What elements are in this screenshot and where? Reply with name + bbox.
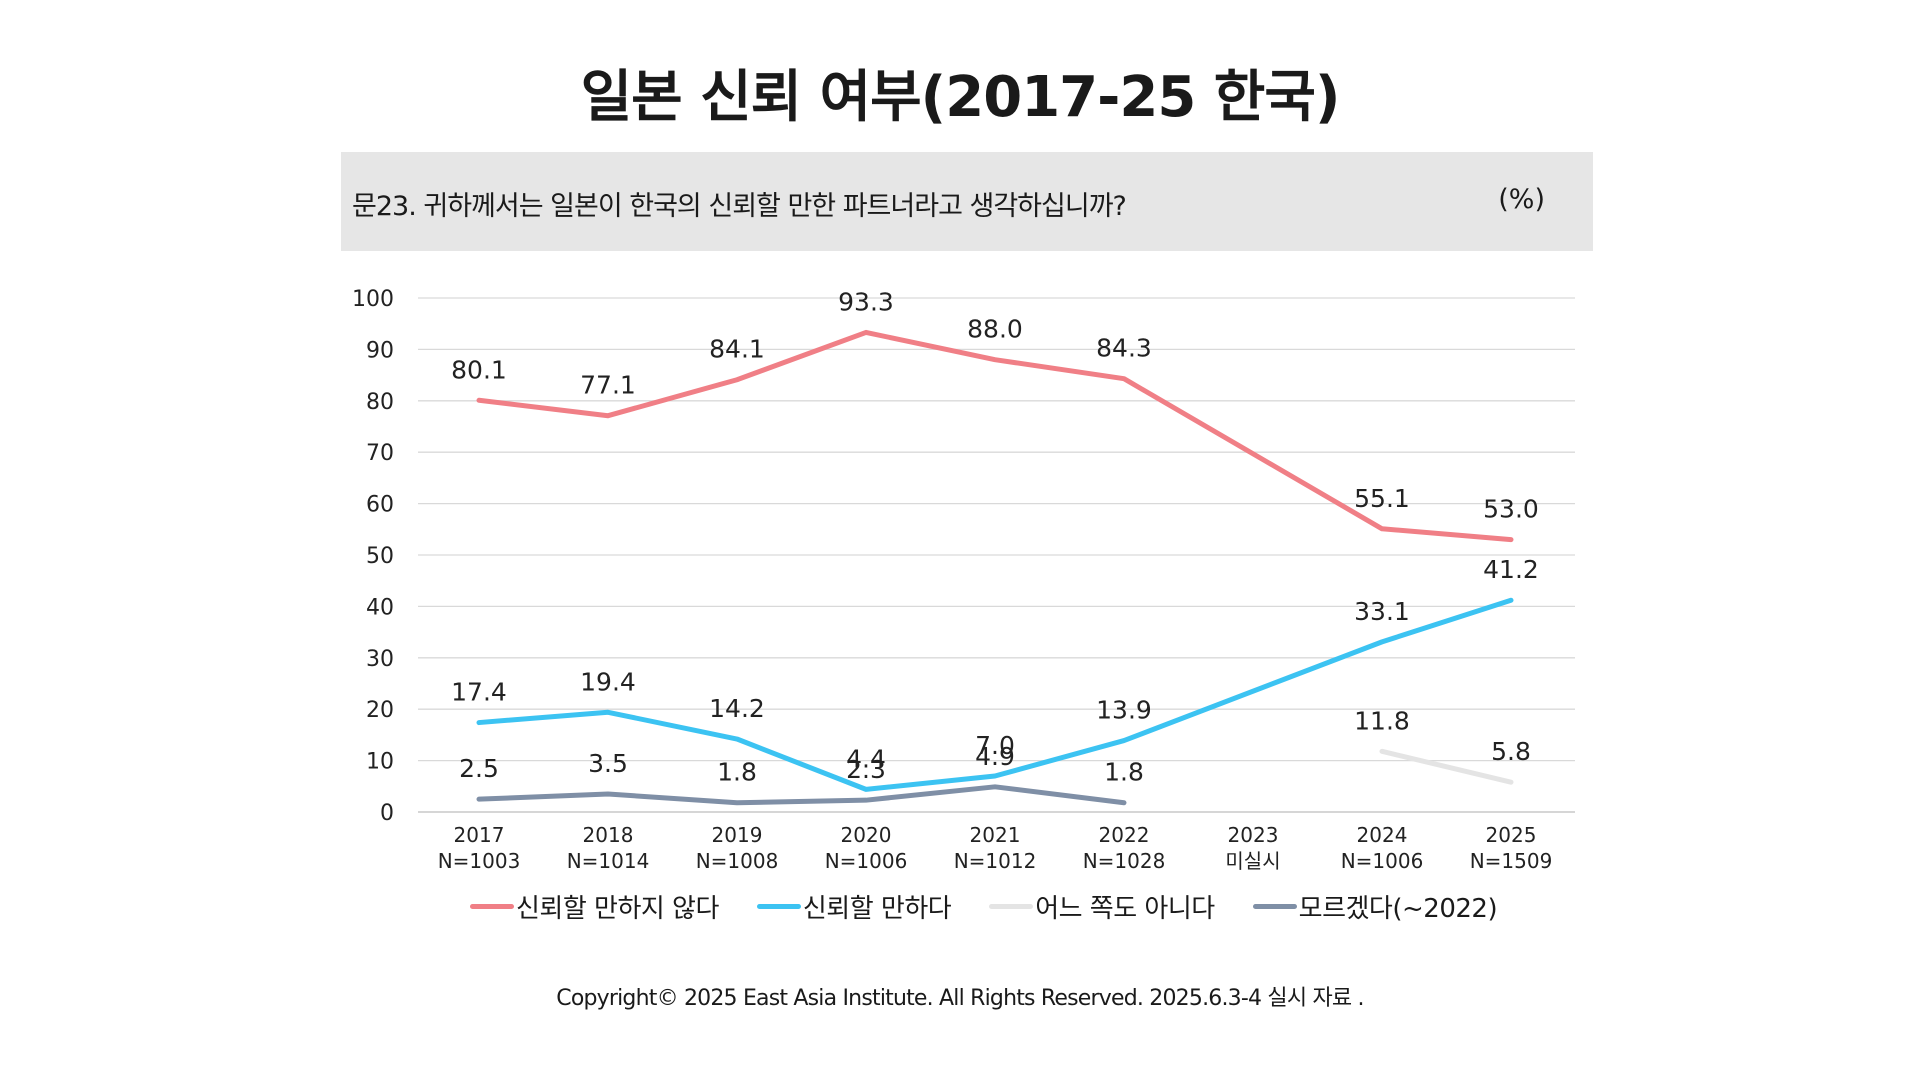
x-tick-sublabel: N=1014 bbox=[567, 849, 650, 873]
data-label: 53.0 bbox=[1483, 495, 1539, 524]
x-tick-sublabel: 미실시 bbox=[1225, 849, 1280, 873]
data-label: 11.8 bbox=[1354, 706, 1410, 735]
x-tick-label: 2017 bbox=[454, 823, 505, 847]
data-label: 80.1 bbox=[451, 355, 507, 384]
x-tick-sublabel: N=1008 bbox=[696, 849, 779, 873]
data-label: 93.3 bbox=[838, 287, 894, 316]
copyright-footer: Copyright© 2025 East Asia Institute. All… bbox=[556, 986, 1364, 1011]
y-tick-label: 80 bbox=[366, 390, 394, 415]
data-label: 19.4 bbox=[580, 667, 636, 696]
question-text: 문23. 귀하께서는 일본이 한국의 신뢰할 만한 파트너라고 생각하십니까? bbox=[352, 191, 1127, 222]
data-label: 7.0 bbox=[975, 731, 1015, 760]
series-line-1 bbox=[476, 597, 1514, 792]
x-tick-sublabel: N=1006 bbox=[825, 849, 908, 873]
y-tick-label: 70 bbox=[366, 441, 394, 466]
data-label: 55.1 bbox=[1354, 484, 1410, 513]
x-tick-label: 2023 bbox=[1228, 823, 1279, 847]
y-tick-label: 20 bbox=[366, 698, 394, 723]
legend-item: 신뢰할 만하다 bbox=[756, 888, 952, 925]
data-label: 41.2 bbox=[1483, 555, 1539, 584]
x-tick-sublabel: N=1509 bbox=[1470, 849, 1553, 873]
y-tick-label: 60 bbox=[366, 493, 394, 518]
x-tick-label: 2022 bbox=[1099, 823, 1150, 847]
x-tick-label: 2024 bbox=[1357, 823, 1408, 847]
legend-item: 모르겠다(~2022) bbox=[1252, 888, 1498, 925]
data-label: 33.1 bbox=[1354, 597, 1410, 626]
data-label: 13.9 bbox=[1096, 696, 1152, 725]
y-tick-label: 30 bbox=[366, 647, 394, 672]
data-label: 1.8 bbox=[717, 758, 757, 787]
chart-title: 일본 신뢰 여부(2017-25 한국) bbox=[580, 65, 1341, 130]
data-label: 2.3 bbox=[846, 755, 886, 784]
y-tick-label: 90 bbox=[366, 338, 394, 363]
data-label: 14.2 bbox=[709, 694, 765, 723]
legend-label: 신뢰할 만하지 않다 bbox=[516, 893, 719, 924]
data-label: 2.5 bbox=[459, 754, 499, 783]
legend-swatch bbox=[1252, 903, 1297, 909]
question-box: 문23. 귀하께서는 일본이 한국의 신뢰할 만한 파트너라고 생각하십니까? … bbox=[341, 152, 1593, 251]
x-tick-sublabel: N=1012 bbox=[954, 849, 1037, 873]
x-tick-sublabel: N=1006 bbox=[1341, 849, 1424, 873]
legend-label: 모르겠다(~2022) bbox=[1298, 893, 1498, 924]
y-tick-label: 10 bbox=[366, 750, 394, 775]
data-label: 5.8 bbox=[1491, 737, 1531, 766]
y-tick-label: 40 bbox=[366, 595, 394, 620]
data-label: 17.4 bbox=[451, 678, 507, 707]
data-label: 77.1 bbox=[580, 371, 636, 400]
data-label: 84.1 bbox=[709, 335, 765, 364]
x-tick-label: 2021 bbox=[970, 823, 1021, 847]
x-tick-sublabel: N=1003 bbox=[438, 849, 521, 873]
x-tick-label: 2019 bbox=[712, 823, 763, 847]
unit-label: (%) bbox=[1498, 184, 1545, 215]
data-label: 4.4 bbox=[846, 744, 886, 773]
legend-item: 어느 쪽도 아니다 bbox=[989, 888, 1215, 925]
y-tick-label: 100 bbox=[352, 287, 394, 312]
legend-item: 신뢰할 만하지 않다 bbox=[470, 888, 719, 925]
data-label: 1.8 bbox=[1104, 758, 1144, 787]
y-tick-label: 50 bbox=[366, 544, 394, 569]
legend-swatch bbox=[470, 903, 514, 909]
data-label: 88.0 bbox=[967, 315, 1023, 344]
series-line-0 bbox=[476, 329, 1514, 543]
series-line-3 bbox=[476, 784, 1127, 806]
legend: 신뢰할 만하지 않다 신뢰할 만하다 어느 쪽도 아니다 모르겠다(~2022) bbox=[470, 886, 1535, 926]
legend-label: 어느 쪽도 아니다 bbox=[1035, 893, 1215, 924]
data-label: 3.5 bbox=[588, 749, 628, 778]
legend-label: 신뢰할 만하다 bbox=[802, 893, 952, 924]
x-tick-label: 2020 bbox=[841, 823, 892, 847]
legend-swatch bbox=[756, 903, 801, 909]
series-line-2 bbox=[1379, 748, 1514, 785]
x-tick-sublabel: N=1028 bbox=[1083, 849, 1166, 873]
x-tick-label: 2018 bbox=[583, 823, 634, 847]
y-tick-label: 0 bbox=[380, 801, 394, 826]
x-tick-label: 2025 bbox=[1486, 823, 1537, 847]
data-label: 84.3 bbox=[1096, 334, 1152, 363]
legend-swatch bbox=[989, 903, 1034, 909]
data-label: 4.9 bbox=[975, 742, 1015, 771]
